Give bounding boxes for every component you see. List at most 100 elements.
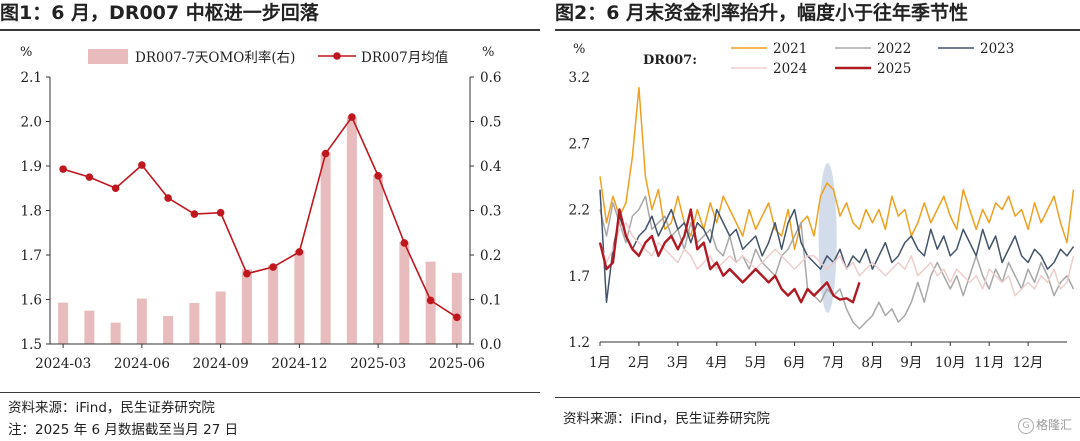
chart-2-svg: % DR007: 1.2 1.7 2.2 2.7 3.2 1月 2月 3月 4月 5月 6月 7月 8月 9月…: [569, 41, 1075, 371]
y-axis-unit: %: [573, 42, 585, 57]
highlight-june-end: [818, 163, 837, 313]
left-axis-tick-label: 1.5: [21, 337, 42, 353]
left-axis-tick-label: 1.8: [21, 204, 42, 220]
bar-spread: [294, 250, 305, 344]
bar-spread: [110, 322, 121, 344]
series-group-label: DR007:: [643, 53, 697, 68]
dr007-monthly-point: [400, 239, 409, 247]
x-axis-tick-label: 12月: [1013, 355, 1044, 371]
series-line-2025: [598, 208, 861, 304]
x-axis-tick-label: 4月: [706, 355, 728, 371]
right-axis-tick-label: 0.4: [480, 159, 501, 175]
dr007-monthly-point: [426, 296, 435, 305]
right-axis-tick-label: 0.0: [480, 337, 501, 353]
legend-swatch-dr007-marker: [333, 52, 341, 60]
right-axis-tick-label: 0.6: [480, 70, 501, 86]
left-axis-unit: %: [20, 45, 32, 60]
legend-label-2023: 2023: [980, 41, 1014, 57]
left-axis-tick-label: 2.0: [21, 115, 42, 131]
x-axis-tick-label: 11月: [974, 355, 1005, 371]
dr007-monthly-point: [321, 149, 330, 158]
x-axis-tick-label: 2024-03: [35, 356, 91, 372]
dr007-monthly-line: [62, 115, 458, 318]
left-axis-tick-label: 1.6: [21, 293, 42, 309]
x-axis-tick-label: 10月: [935, 355, 966, 371]
bar-spread: [320, 152, 331, 344]
legend-label-2025: 2025: [877, 61, 911, 77]
chart-title-1: 图1：6 月，DR007 中枢进一步回落: [0, 2, 319, 24]
bar-spread: [58, 302, 69, 344]
x-axis-tick-label: 7月: [822, 355, 844, 371]
x-axis-tick-label: 2月: [628, 355, 650, 371]
footer-rule-2: [555, 397, 1080, 398]
bar-spread: [399, 241, 410, 344]
watermark-logo-icon: G: [1017, 417, 1034, 434]
x-axis-tick-label: 8月: [861, 355, 883, 371]
dr007-monthly-point: [111, 184, 120, 193]
bar-spread: [373, 174, 384, 344]
y-axis-tick-label: 1.7: [569, 269, 590, 285]
series-line-2024: [599, 222, 1075, 297]
left-axis-tick-label: 1.9: [21, 159, 42, 175]
legend-label-2022: 2022: [877, 41, 911, 57]
right-axis-tick-label: 0.3: [480, 204, 501, 220]
x-axis-tick-label: 5月: [745, 355, 767, 371]
y-axis-tick-label: 2.7: [569, 136, 590, 152]
x-axis-tick-label: 2024-09: [193, 356, 249, 372]
left-axis-tick-label: 2.1: [21, 70, 42, 86]
right-axis-tick-label: 0.5: [480, 115, 501, 131]
y-axis-tick-label: 1.2: [569, 335, 590, 351]
dr007-monthly-point: [348, 113, 356, 121]
bar-spread: [189, 303, 200, 344]
x-axis-tick-label: 2024-12: [271, 356, 327, 372]
footer-rule-1: [0, 392, 540, 393]
dr007-monthly-point: [453, 313, 461, 322]
dr007-monthly-point: [295, 248, 304, 256]
source-text-2: 资料来源：iFind，民生证券研究院: [563, 411, 770, 427]
bar-spread: [136, 298, 147, 344]
watermark-text: 格隆汇: [1035, 418, 1072, 432]
dr007-monthly-point: [243, 269, 251, 278]
dr007-monthly-point: [374, 171, 382, 180]
bar-spread: [163, 315, 174, 344]
title-rule-2: [555, 29, 1080, 31]
chart-1-svg: % % 1.5 1.6 1.7 1.8 1.9 2.0 2.1 0.0 0.1 0.2 0.3 0.4 0.…: [20, 45, 501, 372]
y-axis-tick-label: 3.2: [569, 70, 590, 86]
dr007-monthly-point: [216, 208, 225, 217]
x-axis-tick-label: 2025-06: [429, 356, 485, 372]
title-rule-1: [0, 29, 540, 31]
source-text-1: 资料来源：iFind，民生证券研究院: [8, 400, 215, 416]
bar-spread: [241, 269, 252, 344]
series-line-2021: [599, 86, 1075, 250]
bar-spread: [84, 310, 95, 344]
dr007-monthly-point: [269, 263, 277, 271]
right-axis-tick-label: 0.1: [480, 293, 501, 309]
x-axis-tick-label: 2025-03: [350, 356, 406, 372]
dr007-monthly-point: [85, 173, 94, 181]
right-axis-tick-label: 0.2: [480, 248, 501, 264]
legend-label-2024: 2024: [773, 61, 807, 77]
series-line-2022: [599, 195, 1075, 330]
watermark: G 格隆汇: [1017, 416, 1072, 434]
legend-label-dr007: DR007月均值: [361, 50, 448, 66]
right-axis-unit: %: [482, 45, 494, 60]
dr007-monthly-point: [164, 194, 172, 202]
legend-swatch-spread: [88, 49, 128, 64]
dr007-monthly-point: [190, 210, 199, 218]
left-axis-tick-label: 1.7: [21, 248, 42, 264]
series-line-2023: [599, 189, 1075, 303]
chart-panel-2: 图2：6 月末资金利率抬升，幅度小于往年季节性 % DR007: 1.2 1.7 2.2…: [555, 0, 1080, 441]
chart-title-2: 图2：6 月末资金利率抬升，幅度小于往年季节性: [555, 2, 969, 24]
dr007-monthly-point: [138, 161, 146, 169]
x-axis-tick-label: 3月: [667, 355, 689, 371]
dr007-monthly-point: [59, 165, 67, 173]
x-axis-tick-label: 2024-06: [114, 356, 170, 372]
legend-label-spread: DR007-7天OMO利率(右): [135, 49, 295, 66]
x-axis-tick-label: 6月: [784, 355, 806, 371]
x-axis-tick-label: 9月: [900, 355, 922, 371]
bar-spread: [215, 291, 226, 344]
bar-spread: [451, 272, 462, 344]
x-axis-tick-label: 1月: [589, 355, 611, 371]
note-text-1: 注：2025 年 6 月数据截至当月 27 日: [8, 422, 239, 438]
y-axis-tick-label: 2.2: [569, 203, 590, 219]
